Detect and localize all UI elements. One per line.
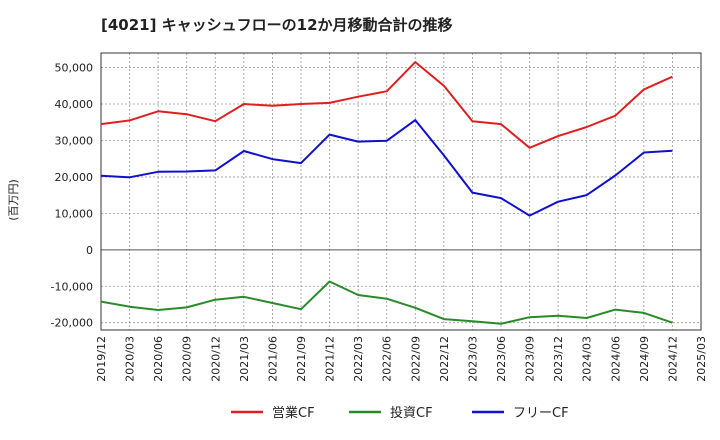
x-tick-label: 2022/12 xyxy=(438,336,451,382)
plot-area xyxy=(100,52,702,331)
x-tick-label: 2024/09 xyxy=(638,336,651,382)
x-tick-label: 2020/09 xyxy=(181,336,194,382)
plot-grid xyxy=(101,53,701,330)
legend-label: 投資CF xyxy=(390,405,433,421)
y-axis-label: (百万円) xyxy=(7,179,20,221)
y-tick-label: 10,000 xyxy=(55,207,94,220)
series-line xyxy=(100,119,673,217)
x-tick-label: 2021/09 xyxy=(295,336,308,382)
x-tick-label: 2021/12 xyxy=(324,336,337,382)
y-tick-label: 30,000 xyxy=(55,134,94,147)
legend: 営業CF 投資CF フリーCF xyxy=(231,405,569,421)
y-tick-label: -10,000 xyxy=(51,280,93,293)
legend-label: 営業CF xyxy=(272,405,315,421)
x-tick-label: 2022/06 xyxy=(381,336,394,382)
x-tick-label: 2021/03 xyxy=(238,336,251,382)
y-tick-label: 50,000 xyxy=(55,62,94,75)
x-tick-label: 2023/06 xyxy=(495,336,508,382)
y-tick-label: 0 xyxy=(86,244,93,257)
x-tick-label: 2022/09 xyxy=(409,336,422,382)
y-tick-label: 20,000 xyxy=(55,171,94,184)
series-lines xyxy=(100,61,673,325)
series-line xyxy=(100,61,673,149)
x-tick-label: 2025/03 xyxy=(695,336,708,382)
series-line xyxy=(100,280,673,325)
legend-label: フリーCF xyxy=(513,406,569,421)
x-tick-label: 2023/03 xyxy=(466,336,479,382)
x-axis-ticks: 2019/12 2020/03 2020/06 2020/09 2020/12 2021/… xyxy=(95,336,708,382)
x-tick-label: 2020/03 xyxy=(124,336,137,382)
x-tick-label: 2024/12 xyxy=(666,336,679,382)
x-tick-label: 2020/06 xyxy=(152,336,165,382)
y-axis-ticks: -20,000 -10,000 0 10,000 20,000 30,000 40,000 5… xyxy=(51,62,93,330)
chart-title: [4021] キャッシュフローの12か月移動合計の推移 xyxy=(101,16,453,34)
x-tick-label: 2023/09 xyxy=(524,336,537,382)
x-tick-label: 2021/06 xyxy=(266,336,279,382)
x-tick-label: 2020/12 xyxy=(209,336,222,382)
x-tick-label: 2024/03 xyxy=(581,336,594,382)
x-tick-label: 2019/12 xyxy=(95,336,108,382)
y-tick-label: -20,000 xyxy=(51,317,93,330)
y-tick-label: 40,000 xyxy=(55,98,94,111)
x-tick-label: 2022/03 xyxy=(352,336,365,382)
x-tick-label: 2023/12 xyxy=(552,336,565,382)
x-tick-label: 2024/06 xyxy=(609,336,622,382)
